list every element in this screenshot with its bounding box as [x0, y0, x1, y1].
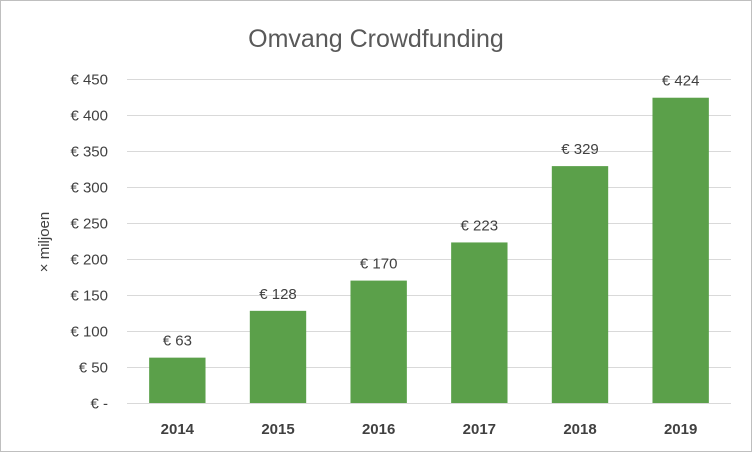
data-label: € 424 — [662, 73, 700, 90]
x-axis-ticks: 2014 2015 2016 2017 2018 2019 — [161, 421, 698, 438]
y-tick-label: € 250 — [70, 216, 108, 233]
gridlines — [127, 79, 731, 404]
chart-title: Omvang Crowdfunding — [248, 25, 504, 53]
data-label: € 63 — [163, 333, 192, 350]
x-tick-label: 2017 — [463, 421, 496, 438]
y-tick-label: € 400 — [70, 108, 108, 125]
x-tick-label: 2015 — [261, 421, 294, 438]
y-tick-label: € 50 — [79, 360, 108, 377]
data-labels: € 63 € 128 € 170 € 223 € 329 € 424 — [163, 73, 700, 350]
data-label: € 170 — [360, 256, 398, 273]
x-tick-label: 2016 — [362, 421, 395, 438]
y-tick-label: € 200 — [70, 252, 108, 269]
x-tick-label: 2014 — [161, 421, 195, 438]
data-label: € 128 — [259, 286, 297, 303]
bar-2018 — [551, 166, 609, 403]
bar-2016 — [350, 280, 407, 403]
data-label: € 223 — [461, 217, 499, 234]
y-axis-ticks: € - € 50 € 100 € 150 € 200 € 250 € 300 € 350 € 4… — [70, 72, 108, 413]
y-axis-label: × miljoen — [36, 212, 53, 272]
y-tick-label: € 450 — [70, 72, 108, 89]
y-tick-label: € 300 — [70, 180, 108, 197]
y-tick-label: € 150 — [70, 288, 108, 305]
y-tick-label: € 350 — [70, 144, 108, 161]
bars — [149, 97, 709, 403]
x-tick-label: 2019 — [664, 421, 697, 438]
y-tick-label: € - — [90, 396, 108, 413]
bar-2015 — [249, 310, 307, 403]
bar-2019 — [652, 97, 709, 403]
bar-2014 — [149, 357, 206, 403]
data-label: € 329 — [561, 141, 599, 158]
x-tick-label: 2018 — [563, 421, 596, 438]
y-tick-label: € 100 — [70, 324, 108, 341]
bar-2017 — [451, 242, 508, 403]
